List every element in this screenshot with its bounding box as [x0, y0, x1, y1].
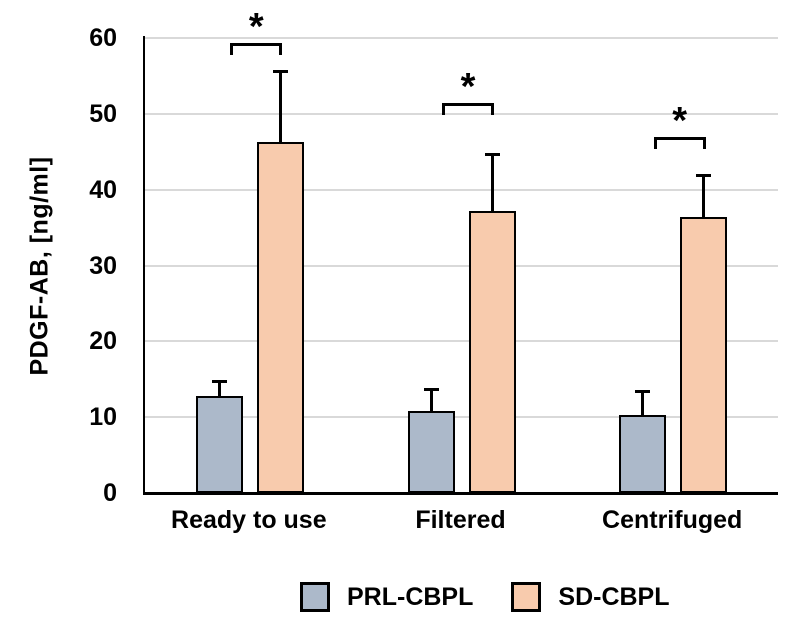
error-bar-cap-sd-cbpl-centrifuged — [696, 174, 712, 178]
significance-asterisk-ready-to-use: * — [248, 6, 264, 49]
gridline-y-60 — [143, 37, 778, 39]
legend-label-prl-cbpl: PRL-CBPL — [347, 583, 474, 611]
legend-swatch-prl-cbpl — [300, 582, 330, 612]
x-category-label-centrifuged: Centrifuged — [602, 506, 743, 534]
error-bar-cap-prl-cbpl-filtered — [423, 388, 439, 392]
y-tick-label-10: 10 — [89, 403, 117, 432]
y-tick-label-50: 50 — [89, 99, 117, 128]
error-bar-prl-cbpl-filtered — [429, 389, 433, 412]
bar-sd-cbpl-ready-to-use — [256, 141, 304, 493]
bar-prl-cbpl-ready-to-use — [195, 395, 243, 493]
legend-entry-prl-cbpl: PRL-CBPL — [300, 582, 473, 612]
gridline-y-30 — [143, 264, 778, 267]
significance-asterisk-filtered: * — [460, 66, 476, 109]
bar-prl-cbpl-filtered — [407, 411, 455, 493]
significance-bracket-centrifuged — [653, 137, 706, 150]
gridline-y-10 — [143, 416, 778, 419]
bar-prl-cbpl-centrifuged — [619, 414, 667, 493]
y-tick-label-40: 40 — [89, 175, 117, 204]
error-bar-prl-cbpl-ready-to-use — [217, 380, 221, 396]
error-bar-prl-cbpl-centrifuged — [641, 391, 645, 415]
gridline-y-40 — [143, 188, 778, 191]
significance-asterisk-centrifuged: * — [672, 100, 688, 143]
x-category-label-filtered: Filtered — [415, 506, 506, 534]
bar-sd-cbpl-filtered — [468, 210, 516, 493]
error-bar-cap-prl-cbpl-ready-to-use — [211, 379, 227, 383]
x-category-label-ready-to-use: Ready to use — [171, 506, 327, 534]
y-axis-line — [143, 36, 145, 495]
bar-sd-cbpl-centrifuged — [680, 216, 728, 493]
gridline-y-50 — [143, 112, 778, 115]
y-tick-label-0: 0 — [103, 479, 117, 507]
legend-entry-sd-cbpl: SD-CBPL — [511, 582, 670, 612]
legend-swatch-sd-cbpl — [511, 582, 542, 612]
significance-bracket-ready-to-use — [230, 43, 283, 56]
y-tick-label-60: 60 — [89, 24, 117, 52]
error-bar-cap-sd-cbpl-ready-to-use — [272, 69, 288, 73]
error-bar-cap-prl-cbpl-centrifuged — [635, 390, 651, 394]
legend: PRL-CBPL SD-CBPL — [300, 582, 670, 612]
error-bar-sd-cbpl-filtered — [490, 154, 494, 211]
y-tick-label-30: 30 — [89, 251, 117, 280]
x-axis-line — [143, 492, 778, 495]
gridline-y-20 — [143, 340, 778, 343]
significance-bracket-filtered — [442, 103, 494, 116]
y-tick-label-20: 20 — [89, 327, 117, 356]
legend-label-sd-cbpl: SD-CBPL — [558, 583, 670, 611]
error-bar-sd-cbpl-ready-to-use — [278, 70, 282, 142]
error-bar-cap-sd-cbpl-filtered — [484, 153, 500, 157]
error-bar-sd-cbpl-centrifuged — [702, 175, 706, 217]
